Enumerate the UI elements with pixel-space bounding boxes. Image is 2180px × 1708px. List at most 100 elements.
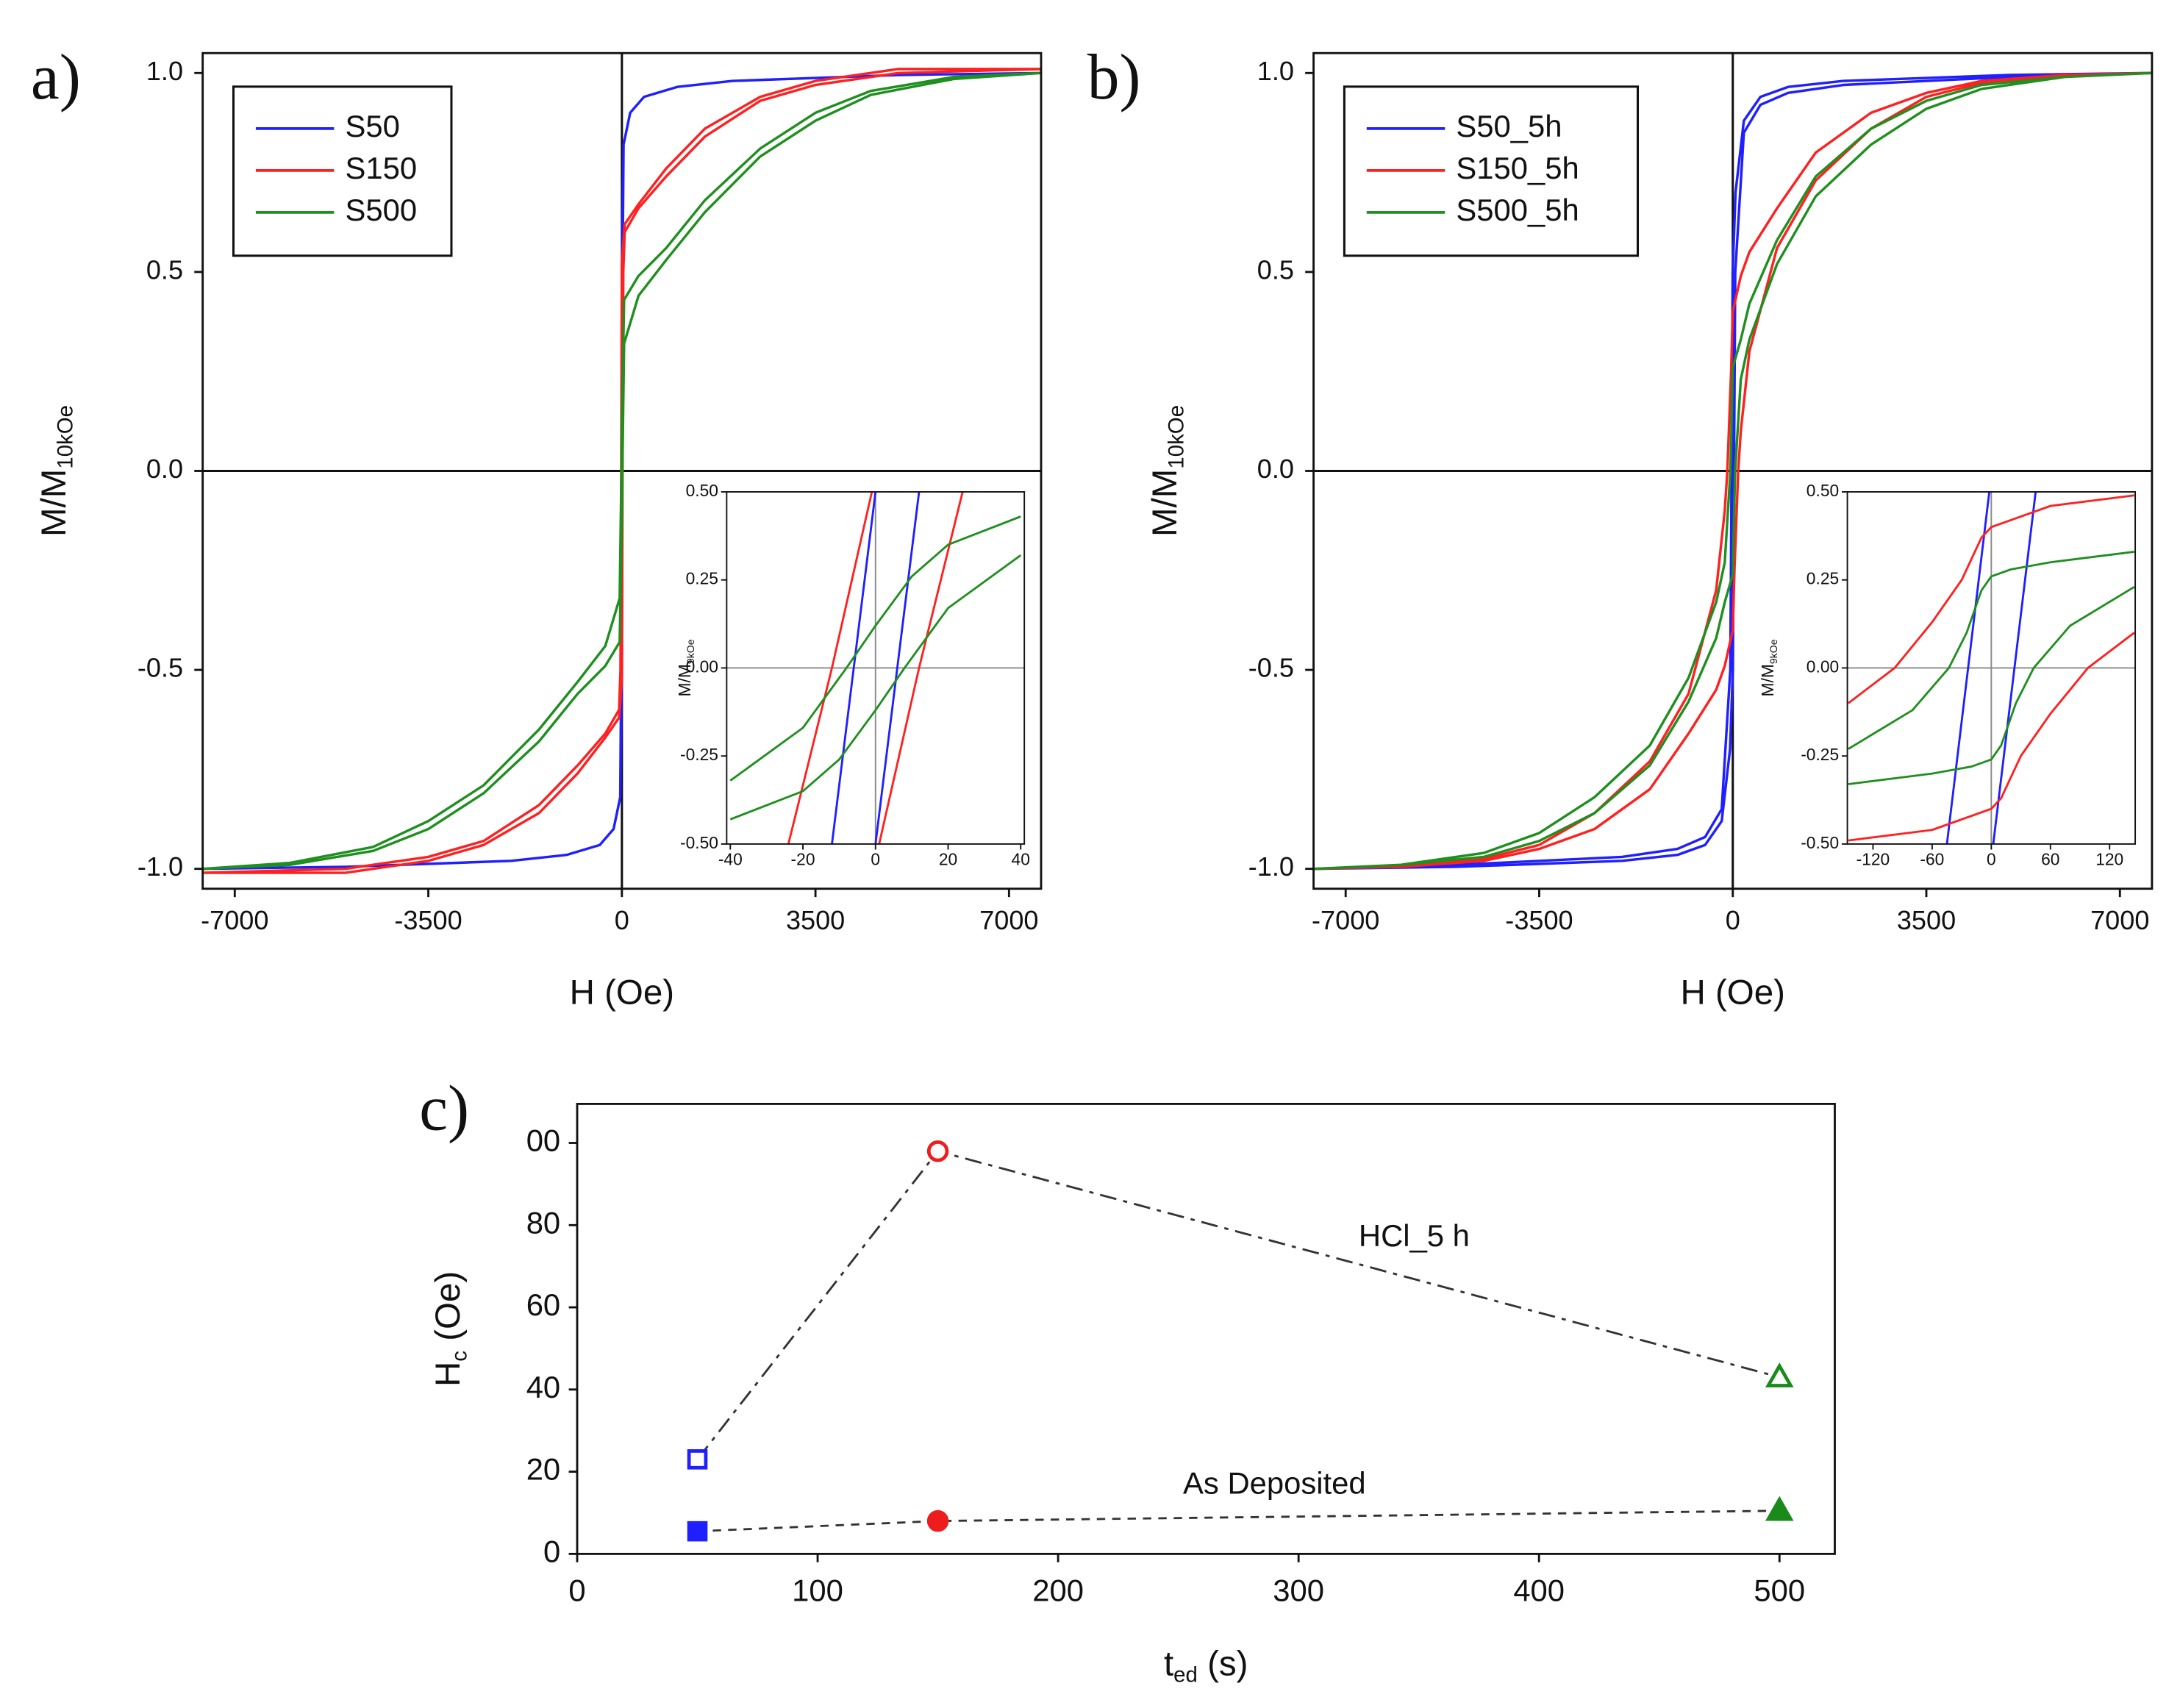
x-tick-label: -3500 — [1505, 905, 1573, 935]
y-axis-label: M/M10kOe — [1146, 405, 1188, 537]
x-axis-label: H (Oe) — [1680, 973, 1784, 1012]
annotation: As Deposited — [1183, 1465, 1366, 1500]
label-part: M/M — [1758, 664, 1777, 696]
y-tick-label: 0.5 — [146, 254, 183, 285]
y-tick-label: 80 — [526, 1205, 561, 1240]
x-tick-label: -60 — [1920, 850, 1944, 869]
x-tick-label: 60 — [2041, 850, 2059, 869]
x-tick-label: -40 — [718, 850, 743, 869]
inset-y-axis-label: M/M9kOe — [675, 639, 696, 696]
label-part: M/M — [1146, 469, 1184, 537]
y-tick-label: -0.5 — [1248, 653, 1294, 683]
label-part: (s) — [1198, 1644, 1248, 1683]
x-tick-label: 0 — [1987, 850, 1996, 869]
legend: S50_5h S150_5h S500_5h — [1343, 85, 1640, 257]
inset-y-axis-label: M/M9kOe — [1758, 639, 1779, 696]
legend-label: S150_5h — [1456, 151, 1579, 185]
x-tick-label: 3500 — [1897, 905, 1956, 935]
x-tick-label: 0 — [1726, 905, 1740, 935]
y-axis-label: M/M10kOe — [35, 405, 77, 537]
y-tick-label: 0.0 — [146, 454, 183, 484]
y-tick-label: 60 — [526, 1287, 561, 1322]
label-part: (Oe) — [429, 1271, 468, 1351]
panel-label: b) — [1087, 41, 1141, 112]
x-tick-label: 40 — [1012, 850, 1030, 869]
x-tick-label: 0 — [871, 850, 880, 869]
y-tick-label: 0.0 — [1257, 454, 1294, 484]
label-part: ed — [1173, 1662, 1198, 1687]
label-part: c — [447, 1351, 471, 1362]
legend-label: S500_5h — [1456, 193, 1579, 227]
label-part: 10kOe — [1164, 405, 1188, 469]
marker — [687, 1521, 708, 1542]
marker — [1765, 1496, 1794, 1521]
x-tick-label: 300 — [1273, 1573, 1324, 1608]
data-line — [1313, 71, 2152, 871]
legend-label: S50_5h — [1456, 109, 1562, 143]
data-line — [202, 71, 1041, 871]
marker — [687, 1449, 708, 1470]
plot-area: -120 -60 0 60 120 -0.50 -0.25 0.00 0.25 0.50 — [1801, 481, 2137, 869]
label-part: 9kOe — [685, 639, 696, 664]
data-line — [1848, 550, 2135, 785]
y-tick-label: 20 — [526, 1452, 561, 1487]
label-part: 9kOe — [1768, 639, 1779, 664]
data-line — [787, 491, 964, 844]
y-tick-label: -1.0 — [1248, 851, 1294, 882]
legend-label: S50 — [346, 109, 400, 143]
x-tick-label: 7000 — [979, 905, 1038, 935]
annotation: HCl_5 h — [1359, 1218, 1470, 1253]
plot-area: 0 100 200 300 400 500 0 20 40 60 80 00 — [526, 1102, 1836, 1608]
y-tick-label: 0.00 — [1806, 657, 1839, 676]
panel-label: c) — [419, 1073, 469, 1144]
y-tick-label: -0.50 — [1801, 833, 1839, 852]
x-tick-label: 20 — [939, 850, 957, 869]
legend-label: S500 — [346, 193, 418, 227]
legend-label: S150 — [346, 151, 418, 185]
x-tick-label: -7000 — [1312, 905, 1379, 935]
x-tick-label: -120 — [1856, 850, 1890, 869]
data-line — [202, 71, 1041, 871]
x-tick-label: 100 — [792, 1573, 843, 1608]
label-part: M/M — [675, 664, 694, 696]
y-tick-label: 00 — [526, 1123, 561, 1158]
x-tick-label: 120 — [2095, 850, 2123, 869]
x-tick-label: 3500 — [786, 905, 845, 935]
connector-line — [697, 1509, 1780, 1533]
x-tick-label: 500 — [1754, 1573, 1805, 1608]
data-line — [1313, 71, 2152, 871]
plot-background — [577, 1104, 1835, 1554]
data-line — [202, 68, 1041, 874]
x-axis-label: ted (s) — [1164, 1644, 1248, 1687]
x-tick-label: 7000 — [2090, 905, 2149, 935]
x-tick-label: -20 — [791, 850, 815, 869]
x-tick-label: 200 — [1032, 1573, 1084, 1608]
marker — [926, 1140, 949, 1162]
marker — [926, 1509, 949, 1532]
y-tick-label: -0.25 — [680, 745, 718, 764]
y-tick-label: 1.0 — [1257, 56, 1294, 86]
x-tick-label: 400 — [1513, 1573, 1565, 1608]
y-tick-label: 0.50 — [686, 481, 718, 500]
y-tick-label: -0.25 — [1801, 745, 1839, 764]
y-tick-label: 0 — [543, 1534, 560, 1568]
data-line — [1945, 491, 2037, 844]
label-part: t — [1164, 1644, 1173, 1683]
y-tick-label: 0.50 — [1806, 481, 1839, 500]
legend: S50 S150 S500 — [232, 85, 453, 257]
x-tick-label: 0 — [568, 1573, 585, 1608]
x-tick-label: -7000 — [201, 905, 268, 935]
data-line — [729, 515, 1022, 821]
y-tick-label: -0.50 — [680, 833, 718, 852]
marker — [1765, 1362, 1794, 1387]
data-line — [831, 491, 921, 844]
y-axis-label: Hc (Oe) — [429, 1271, 471, 1387]
y-tick-label: 1.0 — [146, 56, 183, 86]
y-tick-label: 0.25 — [686, 569, 718, 588]
y-tick-label: -0.5 — [137, 653, 183, 683]
plot-frame — [576, 1102, 1836, 1555]
x-tick-label: 0 — [615, 905, 629, 935]
data-line — [1848, 494, 2135, 842]
y-tick-label: 40 — [526, 1370, 561, 1404]
label-part: M/M — [35, 469, 74, 537]
